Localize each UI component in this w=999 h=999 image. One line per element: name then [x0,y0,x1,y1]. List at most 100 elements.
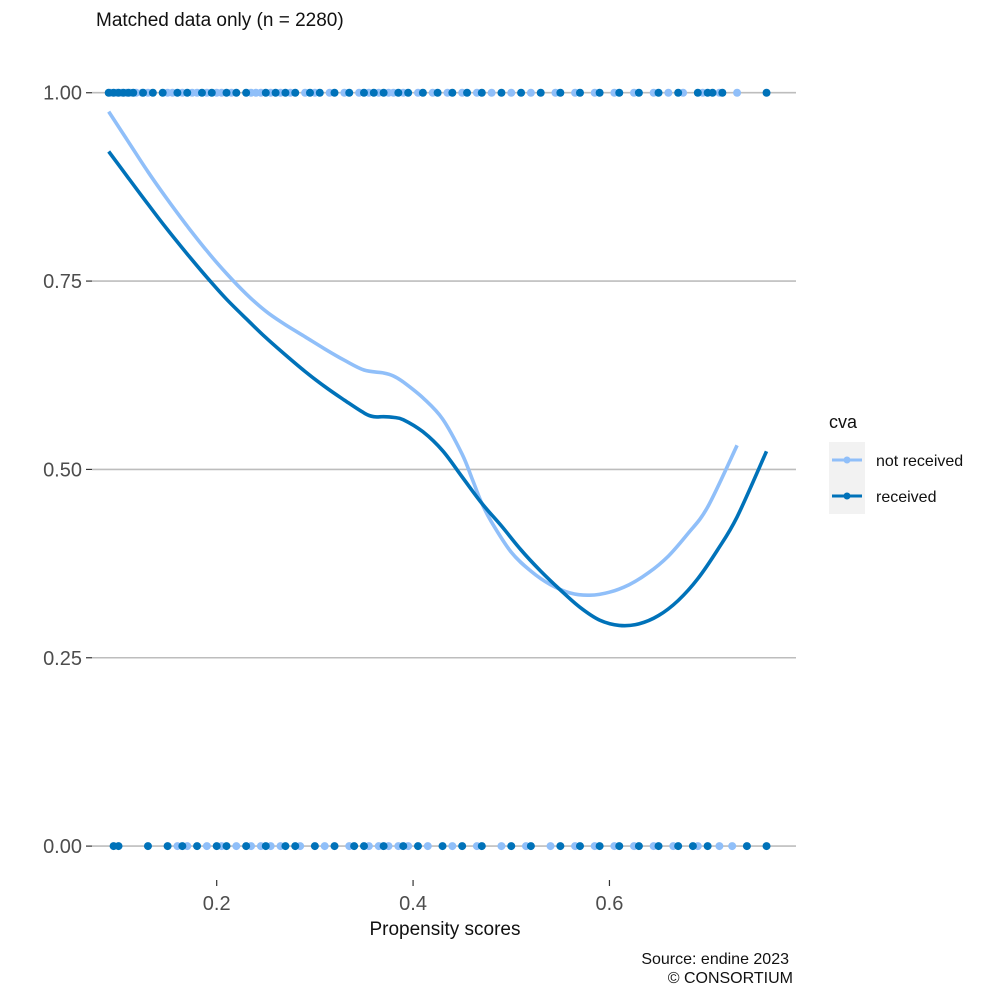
point-received-y0-7 [222,842,231,851]
x-tick-label-0: 0.2 [203,893,231,915]
point-received-y0-25 [575,842,584,851]
point-received-y1-14 [232,88,241,97]
point-not-received-y1-38 [487,88,496,97]
point-received-y1-17 [271,88,280,97]
point-received-y1-27 [394,88,403,97]
point-not-received-y0-2 [202,842,211,851]
caption-source: Source: endine 2023 [641,951,789,968]
point-received-y0-22 [507,842,516,851]
x-axis-label: Propensity scores [369,919,520,940]
point-received-y1-24 [359,88,368,97]
point-received-y1-7 [148,88,157,97]
legend-dot-received [843,492,851,500]
point-received-y0-14 [350,842,359,851]
point-received-y1-18 [281,88,290,97]
point-received-y0-29 [654,842,663,851]
point-received-y1-13 [222,88,231,97]
point-received-y1-9 [173,88,182,97]
point-received-y0-8 [242,842,251,851]
point-not-received-y0-20 [497,842,506,851]
point-received-y0-15 [359,842,368,851]
smooth-line-not-received [107,110,739,598]
point-received-y0-28 [634,842,643,851]
point-not-received-y0-4 [232,842,241,851]
point-received-y0-23 [526,842,535,851]
y-axis: 0.00 0.25 0.50 0.75 1.00 [43,83,92,858]
point-received-y1-19 [291,88,300,97]
point-received-y1-5 [129,88,138,97]
point-received-y1-10 [183,88,192,97]
point-received-y1-22 [330,88,339,97]
point-received-y0-6 [212,842,221,851]
chart-title: Matched data only (n = 2280) [96,10,344,31]
point-received-y0-16 [379,842,388,851]
point-received-y1-48 [762,88,771,97]
point-received-y1-20 [305,88,314,97]
y-tick-label-0: 0.00 [43,836,82,858]
point-received-y1-26 [379,88,388,97]
point-received-y1-46 [708,88,717,97]
point-received-y1-36 [536,88,545,97]
x-axis: 0.2 0.4 0.6 [203,880,624,915]
point-received-y0-9 [261,842,270,851]
data-points [104,88,771,851]
point-not-received-y1-40 [526,88,535,97]
point-received-y0-20 [458,842,467,851]
point-received-y1-11 [197,88,206,97]
point-received-y1-12 [207,88,216,97]
point-received-y0-4 [178,842,187,851]
legend-label-received: received [876,489,936,506]
gridlines [92,91,796,847]
y-tick-label-3: 0.75 [43,271,82,293]
point-received-y1-47 [718,88,727,97]
point-received-y1-37 [556,88,565,97]
legend-dot-not-received [843,456,851,464]
caption-copyright: © CONSORTIUM [668,970,793,987]
point-received-y1-38 [575,88,584,97]
point-received-y1-41 [634,88,643,97]
point-received-y0-21 [477,842,486,851]
smooth-curves [107,110,769,628]
legend: cva not received received [829,412,963,514]
point-received-y1-39 [595,88,604,97]
point-received-y0-17 [399,842,408,851]
point-received-y1-30 [433,88,442,97]
point-not-received-y0-18 [448,842,457,851]
point-not-received-y1-39 [507,88,516,97]
point-received-y1-6 [139,88,148,97]
point-received-y0-11 [291,842,300,851]
point-received-y0-10 [281,842,290,851]
point-not-received-y0-30 [715,842,724,851]
point-received-y0-33 [742,842,751,851]
point-received-y0-18 [413,842,422,851]
point-received-y0-19 [438,842,447,851]
point-received-y1-16 [261,88,270,97]
x-tick-label-2: 0.6 [596,893,624,915]
point-received-y1-40 [615,88,624,97]
y-tick-label-1: 0.25 [43,648,82,670]
x-tick-label-1: 0.4 [399,893,427,915]
legend-label-not-received: not received [876,453,963,470]
point-received-y0-34 [762,842,771,851]
point-received-y0-26 [595,842,604,851]
point-received-y0-31 [688,842,697,851]
smooth-line-received [107,150,769,628]
point-received-y1-21 [315,88,324,97]
point-received-y0-24 [556,842,565,851]
point-received-y0-12 [310,842,319,851]
point-received-y1-23 [345,88,354,97]
point-received-y1-44 [693,88,702,97]
y-tick-label-2: 0.50 [43,459,82,481]
y-tick-label-4: 1.00 [43,83,82,105]
point-received-y1-8 [158,88,167,97]
point-received-y1-32 [463,88,472,97]
point-received-y0-2 [143,842,152,851]
point-not-received-y0-22 [546,842,555,851]
point-not-received-y1-47 [664,88,673,97]
point-received-y1-29 [418,88,427,97]
point-received-y1-34 [497,88,506,97]
point-received-y0-5 [193,842,202,851]
point-not-received-y0-10 [320,842,329,851]
point-received-y1-43 [674,88,683,97]
